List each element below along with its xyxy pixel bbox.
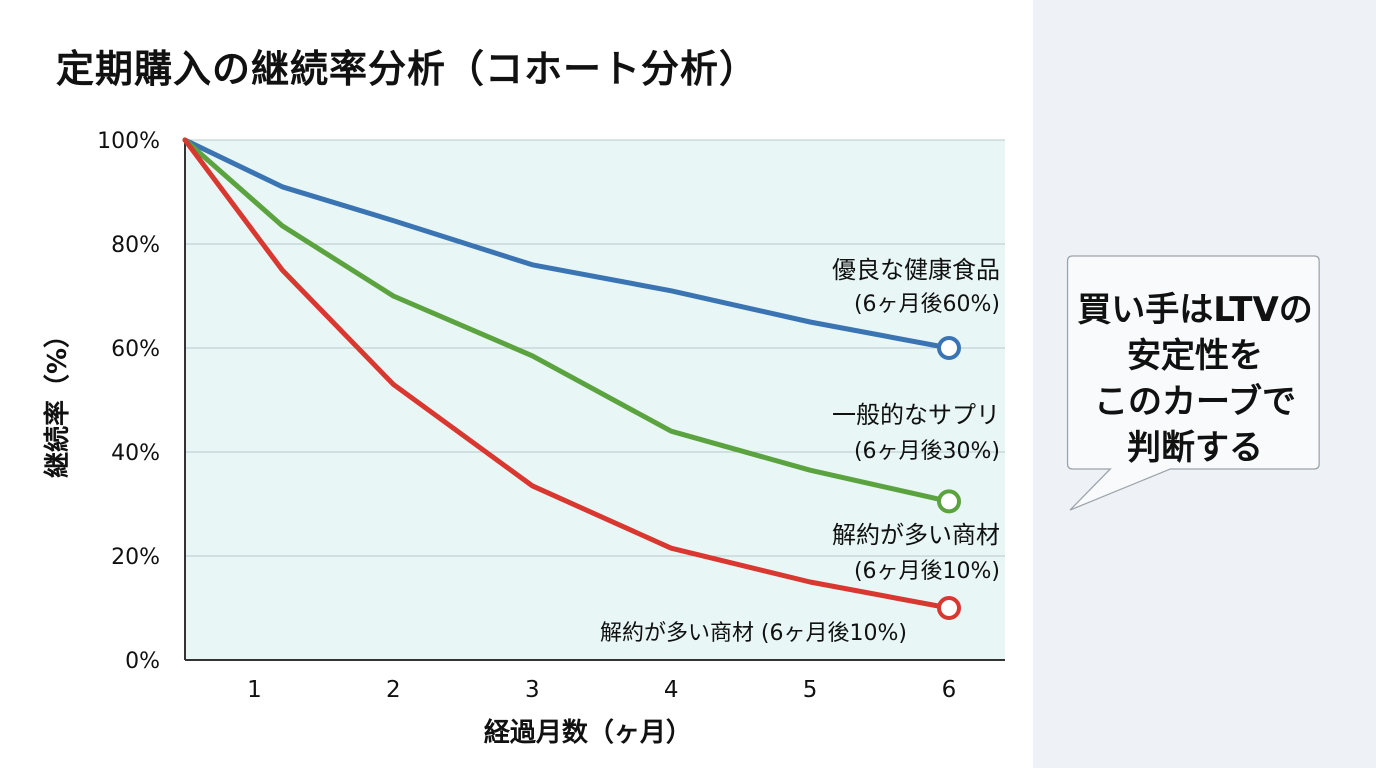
- y-tick-label: 60%: [111, 337, 160, 362]
- y-tick-label: 100%: [97, 129, 160, 154]
- y-axis-label: 継続率（%）: [42, 322, 73, 478]
- series-label-1-line-1: 優良な健康食品: [832, 256, 1000, 284]
- callout-line-2: 安定性を: [1127, 335, 1263, 376]
- x-tick-label: 1: [247, 677, 262, 703]
- y-tick-label: 40%: [111, 441, 160, 466]
- callout-line-3: このカーブで: [1094, 381, 1296, 422]
- annotation-1: 解約が多い商材 (6ヶ月後10%): [600, 621, 907, 646]
- series-line-1: [182, 137, 952, 351]
- series-label-1-line-2: (6ヶ月後60%): [854, 292, 1000, 317]
- chart-title: 定期購入の継続率分析（コホート分析）: [56, 47, 759, 91]
- y-tick-label: 0%: [125, 649, 160, 674]
- x-tick-label: 4: [664, 677, 679, 703]
- callout-text: 買い手はLTVの 安定性を このカーブで 判断する: [1043, 288, 1347, 472]
- series-end-marker-2: [937, 489, 961, 514]
- plot-background: [185, 140, 1005, 660]
- series-label-2-line-1: 一般的なサプリ: [832, 401, 1000, 429]
- callout-line-1: 買い手はLTVの: [1077, 290, 1313, 330]
- callout-line-4: 判断する: [1127, 427, 1263, 468]
- series-end-marker-1: [937, 336, 961, 360]
- series-label-3-line-2: (6ヶ月後10%): [854, 559, 1000, 584]
- x-tick-label: 3: [525, 677, 540, 703]
- plot-area: 0% 20% 40% 60% 80% 100% 1 2 3 4 5 6 経過月数（ヶ月） 継続率（%） 優良…: [42, 129, 1005, 748]
- x-tick-label: 5: [803, 677, 818, 703]
- callout-bubble: [1066, 255, 1320, 511]
- series-line-2: [182, 137, 952, 504]
- series-label-2-line-2: (6ヶ月後30%): [854, 439, 1000, 464]
- x-tick-label: 6: [942, 677, 957, 703]
- x-tick-label: 2: [386, 677, 401, 703]
- chart-svg: 0% 20% 40% 60% 80% 100% 1 2 3 4 5 6 経過月数（ヶ月） 継続率（%） 優良…: [42, 129, 1005, 748]
- series-label-3-line-1: 解約が多い商材: [832, 521, 1000, 549]
- series-line-3: [182, 137, 952, 611]
- y-tick-label: 20%: [111, 545, 160, 570]
- y-tick-label: 80%: [111, 233, 160, 258]
- series-end-marker-3: [937, 596, 961, 620]
- x-axis-label: 経過月数（ヶ月）: [484, 717, 692, 748]
